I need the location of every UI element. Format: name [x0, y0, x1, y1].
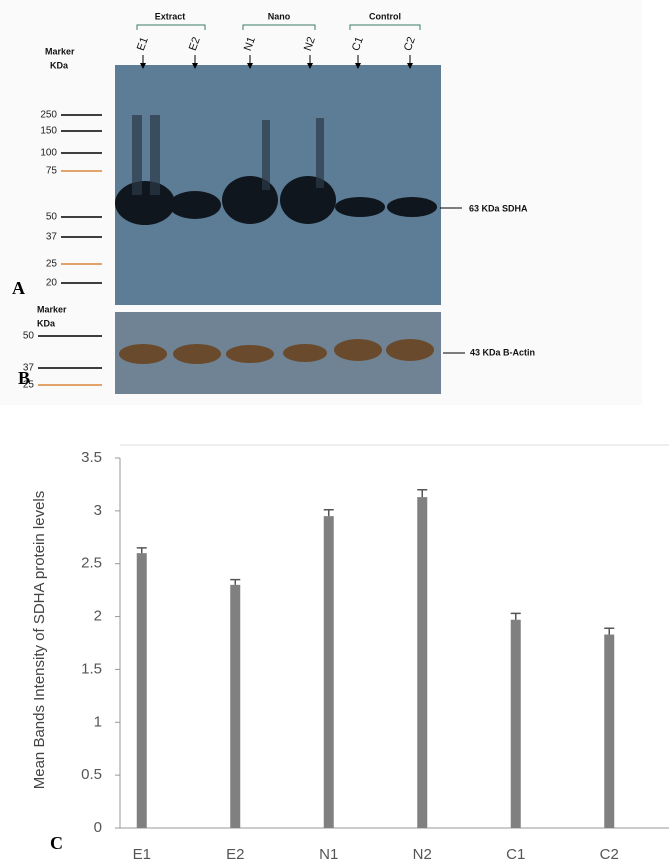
marker-value: 75: [46, 166, 58, 177]
lane-arrowhead: [192, 63, 198, 69]
x-tick-label: E1: [133, 846, 151, 863]
bar: [230, 584, 241, 828]
marker-value: 50: [46, 212, 58, 223]
marker-title: KDa: [50, 60, 69, 70]
panel-label: C: [50, 833, 63, 853]
y-tick-label: 0: [94, 819, 102, 836]
band-label: 63 KDa SDHA: [469, 203, 528, 213]
y-tick-label: 3: [94, 502, 102, 519]
lane-arrowhead: [307, 63, 313, 69]
sdha-bands: [115, 176, 437, 225]
x-tick-label: C2: [600, 846, 619, 863]
y-tick-label: 3.5: [81, 449, 102, 466]
marker-title: KDa: [37, 318, 56, 328]
group-brackets: [136, 24, 421, 30]
x-tick-label: N2: [413, 846, 432, 863]
bar: [510, 619, 521, 828]
y-tick-label: 1: [94, 713, 102, 730]
panel-label: B: [18, 368, 30, 388]
marker-title: Marker: [37, 304, 67, 314]
marker-value: 50: [23, 331, 35, 342]
bar: [323, 516, 334, 828]
blot-top: [115, 65, 441, 305]
y-tick-label: 2: [94, 608, 102, 625]
x-tick-label: E2: [226, 846, 244, 863]
y-axis-label: Mean Bands Intensity of SDHA protein lev…: [31, 490, 48, 790]
lane-label: N2: [302, 35, 318, 52]
error-bar: [604, 627, 615, 635]
error-bar: [136, 547, 147, 554]
error-bar: [230, 578, 241, 585]
lane-label: E2: [187, 36, 203, 53]
error-bar: [417, 488, 428, 498]
actin-bands: [119, 339, 434, 364]
lane-label: E1: [135, 36, 151, 53]
x-tick-label: N1: [319, 846, 338, 863]
error-bar: [323, 509, 334, 517]
marker-value: 250: [40, 110, 57, 121]
error-bar: [510, 612, 521, 620]
band-label: 43 KDa B-Actin: [470, 347, 535, 357]
lane-label: C1: [350, 35, 366, 52]
blot-bottom: [115, 312, 441, 394]
marker-title: Marker: [45, 46, 75, 56]
lane-arrowhead: [140, 63, 146, 69]
lane-arrowhead: [407, 63, 413, 69]
marker-value: 25: [23, 380, 35, 391]
bar: [136, 553, 147, 828]
marker-value: 100: [40, 148, 57, 159]
bar: [604, 634, 615, 828]
lane-arrowhead: [247, 63, 253, 69]
marker-value: 25: [46, 259, 58, 270]
group-label: Nano: [268, 11, 291, 21]
group-label: Control: [369, 11, 401, 21]
y-tick-label: 0.5: [81, 766, 102, 783]
y-tick-label: 1.5: [81, 660, 102, 677]
lane-label: N1: [242, 35, 258, 52]
marker-value: 20: [46, 278, 58, 289]
x-tick-label: C1: [506, 846, 525, 863]
lane-arrowhead: [355, 63, 361, 69]
smear: [132, 115, 324, 195]
lane-label: C2: [402, 35, 418, 52]
marker-value: 150: [40, 126, 57, 137]
y-tick-label: 2.5: [81, 555, 102, 572]
bar: [417, 497, 428, 828]
panel-label: A: [12, 278, 25, 298]
marker-value: 37: [46, 232, 58, 243]
marker-value: 37: [23, 363, 35, 374]
group-label: Extract: [155, 11, 186, 21]
